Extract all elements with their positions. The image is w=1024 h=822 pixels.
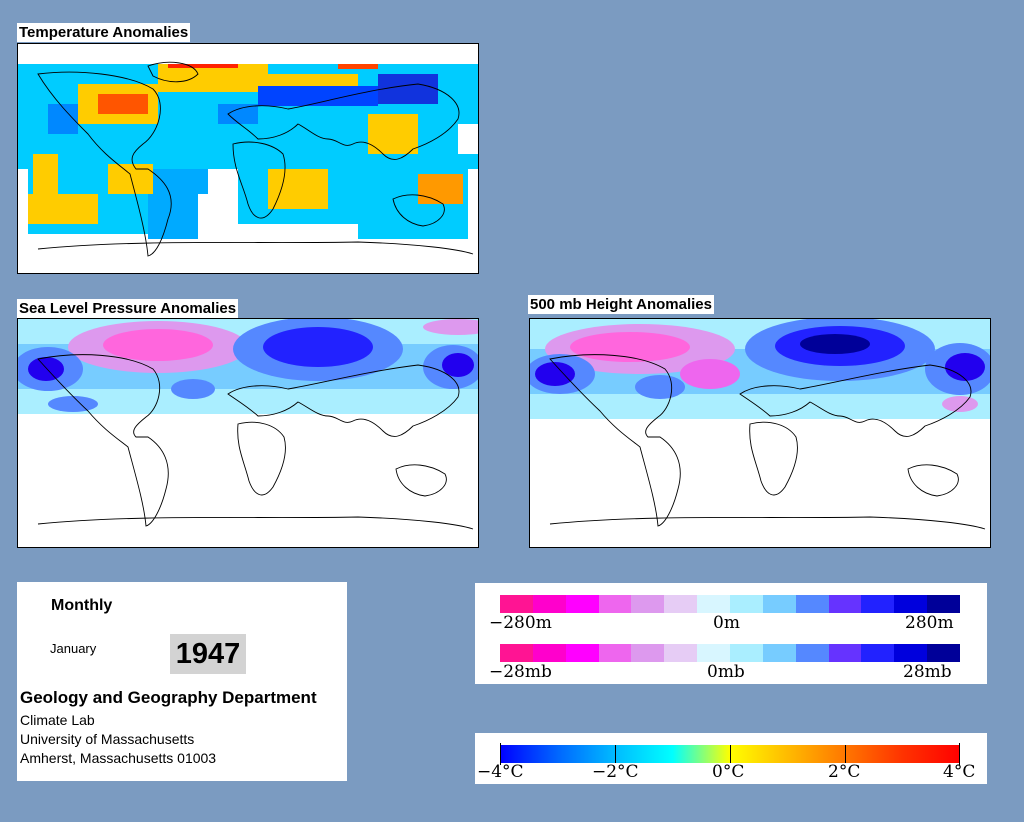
temperature-map-canvas bbox=[18, 44, 478, 273]
cbar-slp-swatch bbox=[894, 644, 928, 662]
cbar-slp-swatch bbox=[631, 644, 665, 662]
slp-map-title: Sea Level Pressure Anomalies bbox=[17, 299, 239, 318]
cbar-height-swatch bbox=[927, 595, 961, 613]
height500-anomaly-map bbox=[529, 318, 991, 548]
height-label-mid: 0m bbox=[713, 613, 740, 633]
temp-tick-2 bbox=[845, 745, 846, 763]
cbar-height-swatch bbox=[795, 595, 829, 613]
cbar-height-swatch bbox=[730, 595, 763, 613]
month-label: January bbox=[50, 641, 97, 656]
cbar-slp-swatch bbox=[697, 644, 731, 662]
temp-label-2: 2°C bbox=[828, 762, 861, 782]
height500-map-title: 500 mb Height Anomalies bbox=[528, 295, 714, 314]
university-name: University of Massachusetts bbox=[20, 731, 195, 747]
cbar-slp-swatch bbox=[598, 644, 632, 662]
cbar-slp-swatch bbox=[500, 644, 533, 662]
cbar-height-swatch bbox=[697, 595, 731, 613]
temperature-map-title: Temperature Anomalies bbox=[17, 23, 191, 42]
continent-outlines bbox=[37, 354, 474, 530]
cbar-height-swatch bbox=[565, 595, 599, 613]
continent-outlines bbox=[549, 354, 986, 530]
slp-anomaly-fill bbox=[18, 319, 478, 414]
temperature-legend: −4°C −2°C 0°C 2°C 4°C bbox=[475, 733, 987, 784]
height-label-max: 280m bbox=[905, 613, 954, 633]
cbar-slp-swatch bbox=[861, 644, 895, 662]
cbar-height-swatch bbox=[664, 595, 698, 613]
address-line: Amherst, Massachusetts 01003 bbox=[20, 750, 217, 766]
slp-anomaly-map bbox=[17, 318, 479, 548]
temp-tick-minus2 bbox=[615, 745, 616, 763]
cbar-slp-swatch bbox=[795, 644, 829, 662]
temp-label-minus2: −2°C bbox=[592, 762, 639, 782]
year-display: 1947 bbox=[170, 634, 246, 674]
height-label-min: −280m bbox=[489, 613, 552, 633]
slp-label-mid: 0mb bbox=[707, 662, 745, 682]
cbar-height-swatch bbox=[828, 595, 862, 613]
cbar-height-swatch bbox=[762, 595, 796, 613]
cbar-slp-swatch bbox=[927, 644, 961, 662]
temp-tick-0 bbox=[730, 745, 731, 763]
temp-label-4: 4°C bbox=[943, 762, 976, 782]
cbar-slp-swatch bbox=[565, 644, 599, 662]
pressure-height-legend: −280m 0m 280m −28mb 0mb 28mb bbox=[475, 583, 987, 684]
cbar-slp-swatch bbox=[532, 644, 566, 662]
temp-tick-minus4 bbox=[500, 743, 501, 765]
cbar-height-swatch bbox=[861, 595, 895, 613]
height-colorbar bbox=[500, 595, 961, 613]
temperature-anomaly-fill bbox=[18, 44, 478, 273]
cbar-height-swatch bbox=[598, 595, 632, 613]
cbar-height-swatch bbox=[631, 595, 665, 613]
height500-anomaly-fill bbox=[530, 319, 990, 419]
cbar-height-swatch bbox=[500, 595, 533, 613]
cbar-height-swatch bbox=[532, 595, 566, 613]
slp-map-canvas bbox=[18, 319, 478, 530]
temp-tick-4 bbox=[959, 743, 960, 765]
cbar-height-swatch bbox=[894, 595, 928, 613]
height500-map-canvas bbox=[530, 319, 990, 530]
slp-label-max: 28mb bbox=[903, 662, 952, 682]
lab-name: Climate Lab bbox=[20, 712, 95, 728]
cbar-slp-swatch bbox=[730, 644, 763, 662]
temp-label-minus4: −4°C bbox=[477, 762, 524, 782]
cbar-slp-swatch bbox=[762, 644, 796, 662]
temperature-anomaly-map bbox=[17, 43, 479, 274]
cbar-slp-swatch bbox=[828, 644, 862, 662]
period-label: Monthly bbox=[51, 597, 113, 614]
slp-label-min: −28mb bbox=[489, 662, 552, 682]
info-panel: Monthly January 1947 Geology and Geograp… bbox=[17, 582, 347, 781]
slp-colorbar bbox=[500, 644, 961, 662]
continent-outlines bbox=[37, 61, 474, 257]
cbar-slp-swatch bbox=[664, 644, 698, 662]
department-name: Geology and Geography Department bbox=[20, 688, 317, 707]
temp-label-0: 0°C bbox=[712, 762, 745, 782]
